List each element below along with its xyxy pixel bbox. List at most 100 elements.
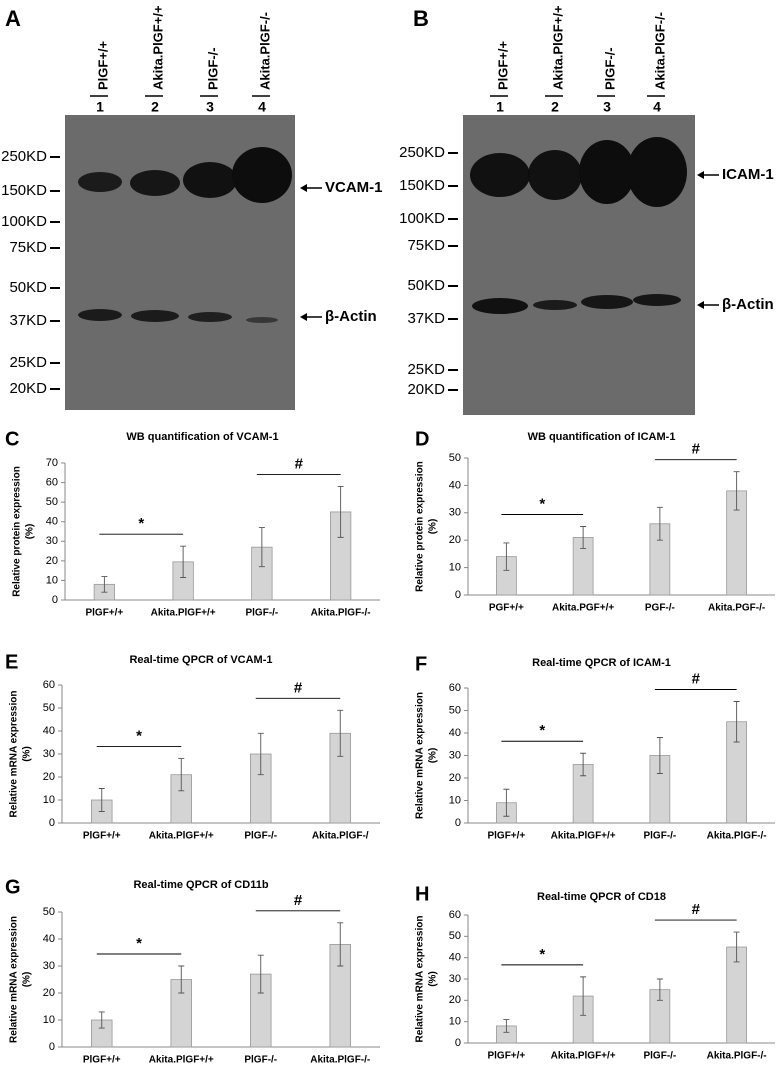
error-bar bbox=[733, 931, 740, 963]
y-tick-label: 20 bbox=[43, 987, 55, 999]
significance-mark: # bbox=[295, 455, 304, 472]
significance-mark: * bbox=[539, 722, 545, 739]
x-tick-label: PGF-/- bbox=[645, 603, 675, 614]
marker-label: 37KD bbox=[407, 310, 445, 327]
x-tick-label: Akita.PGF-/- bbox=[708, 603, 765, 614]
x-tick-label: PlGF+/+ bbox=[85, 608, 123, 619]
y-axis-label: (%) bbox=[428, 748, 439, 764]
chart-title: Real-time QPCR of CD11b bbox=[133, 879, 268, 891]
x-tick-label: Akita.PlGF-/- bbox=[310, 1055, 370, 1066]
chart-title: WB quantification of VCAM-1 bbox=[126, 431, 278, 443]
band-label: β-Actin bbox=[722, 296, 774, 313]
y-axis-label: Relative protein expression bbox=[415, 461, 426, 592]
error-bar bbox=[257, 732, 264, 776]
lane-label: Akita.PlGF+/+ bbox=[150, 5, 165, 90]
x-tick-label: PGF+/+ bbox=[489, 603, 524, 614]
y-tick-label: 40 bbox=[449, 727, 461, 739]
significance-mark: * bbox=[539, 495, 545, 512]
protein-band bbox=[232, 147, 292, 203]
error-bar bbox=[503, 1019, 510, 1033]
marker-label: 75KD bbox=[407, 237, 445, 254]
significance-mark: * bbox=[138, 515, 144, 532]
error-bar bbox=[101, 576, 108, 593]
protein-band bbox=[131, 310, 179, 322]
lane-label: PlGF-/- bbox=[602, 47, 617, 90]
panel-letter: G bbox=[5, 876, 21, 898]
error-bar bbox=[337, 486, 344, 538]
error-bar bbox=[733, 701, 740, 743]
band-arrow-head bbox=[697, 171, 704, 179]
error-bar bbox=[503, 542, 510, 571]
lane-label: Akita.PlGF-/- bbox=[652, 12, 667, 90]
y-tick-label: 20 bbox=[43, 771, 55, 783]
error-bar bbox=[257, 954, 264, 994]
y-tick-label: 0 bbox=[455, 1037, 461, 1049]
significance-mark: # bbox=[294, 679, 303, 696]
marker-label: 20KD bbox=[9, 380, 47, 397]
chart-title: Real-time QPCR of VCAM-1 bbox=[129, 654, 272, 666]
marker-label: 50KD bbox=[9, 279, 47, 296]
y-tick-label: 0 bbox=[455, 589, 461, 601]
lane-number: 4 bbox=[258, 99, 266, 115]
error-bar bbox=[178, 758, 185, 792]
y-tick-label: 20 bbox=[449, 534, 461, 546]
y-tick-label: 10 bbox=[449, 1016, 461, 1028]
x-tick-label: PlGF+/+ bbox=[83, 1055, 121, 1066]
y-tick-label: 10 bbox=[43, 1014, 55, 1026]
protein-band bbox=[78, 172, 122, 192]
error-bar bbox=[258, 527, 265, 568]
significance-mark: # bbox=[692, 441, 701, 458]
marker-label: 75KD bbox=[9, 239, 47, 256]
x-tick-label: PlGF-/- bbox=[244, 831, 277, 842]
panel-letter: F bbox=[415, 653, 427, 675]
panel-letter: A bbox=[5, 6, 21, 31]
band-label: β-Actin bbox=[325, 308, 377, 325]
x-tick-label: Akita.PlGF+/+ bbox=[551, 831, 616, 842]
protein-band bbox=[130, 170, 180, 196]
protein-band bbox=[581, 295, 633, 309]
y-tick-label: 30 bbox=[449, 507, 461, 519]
y-tick-label: 60 bbox=[43, 679, 55, 691]
band-label: VCAM-1 bbox=[325, 179, 383, 196]
y-tick-label: 30 bbox=[43, 748, 55, 760]
error-bar bbox=[98, 1011, 105, 1029]
y-tick-label: 0 bbox=[455, 817, 461, 829]
x-tick-label: Akita.PlGF+/+ bbox=[151, 608, 216, 619]
y-tick-label: 20 bbox=[449, 772, 461, 784]
y-tick-label: 40 bbox=[449, 479, 461, 491]
protein-band bbox=[188, 312, 232, 322]
significance-mark: * bbox=[136, 935, 142, 952]
band-arrow-head bbox=[697, 301, 704, 309]
x-tick-label: PlGF+/+ bbox=[487, 1051, 525, 1062]
panel-letter: H bbox=[415, 883, 429, 905]
marker-label: 37KD bbox=[9, 312, 47, 329]
y-tick-label: 0 bbox=[52, 594, 58, 606]
x-tick-label: Akita.PlGF-/- bbox=[311, 608, 371, 619]
x-tick-label: PlGF-/- bbox=[643, 1051, 676, 1062]
x-tick-label: Akita.PlGF+/+ bbox=[551, 1051, 616, 1062]
y-axis-label: Relative mRNA expression bbox=[415, 916, 426, 1043]
x-tick-label: Akita.PlGF-/ bbox=[312, 831, 369, 842]
panel-letter: D bbox=[415, 428, 429, 450]
x-tick-label: PlGF-/- bbox=[245, 608, 278, 619]
significance-mark: * bbox=[136, 728, 142, 745]
chart-title: WB quantification of ICAM-1 bbox=[528, 431, 676, 443]
error-bar bbox=[503, 788, 510, 817]
y-tick-label: 40 bbox=[46, 516, 58, 528]
y-tick-label: 20 bbox=[449, 994, 461, 1006]
error-bar bbox=[656, 978, 663, 1001]
error-bar bbox=[580, 526, 587, 549]
y-tick-label: 50 bbox=[43, 906, 55, 918]
error-bar bbox=[656, 737, 663, 774]
protein-band bbox=[183, 162, 237, 198]
significance-mark: # bbox=[692, 901, 701, 918]
y-tick-label: 10 bbox=[449, 794, 461, 806]
x-tick-label: PlGF-/- bbox=[244, 1055, 277, 1066]
y-axis-label: (%) bbox=[428, 971, 439, 987]
marker-label: 25KD bbox=[9, 354, 47, 371]
y-tick-label: 30 bbox=[46, 535, 58, 547]
y-tick-label: 50 bbox=[43, 702, 55, 714]
error-bar bbox=[178, 965, 185, 994]
y-tick-label: 60 bbox=[449, 682, 461, 694]
